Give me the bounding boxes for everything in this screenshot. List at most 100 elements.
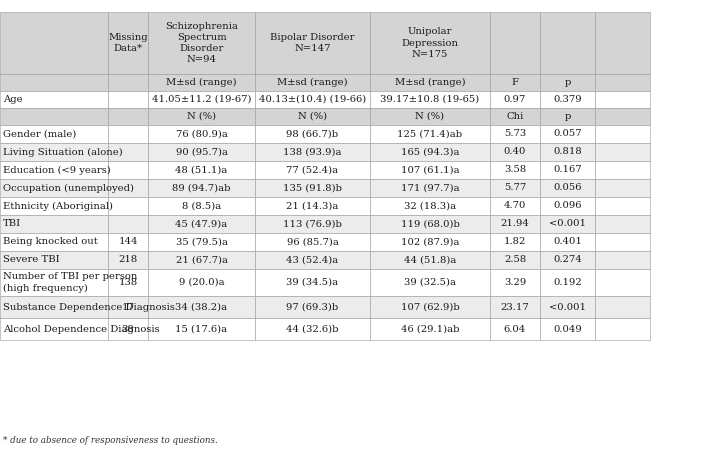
Bar (108, 215, 148, 233)
Bar (108, 143, 148, 161)
Text: 9 (20.0)a: 9 (20.0)a (179, 278, 225, 287)
Bar (0, 269, 108, 296)
Bar (370, 143, 490, 161)
Text: 21 (67.7)a: 21 (67.7)a (175, 255, 227, 265)
Text: F: F (511, 78, 518, 87)
Bar (370, 318, 490, 340)
Text: 17: 17 (122, 303, 134, 312)
Bar (595, 233, 650, 251)
Bar (108, 197, 148, 215)
Bar (148, 91, 255, 108)
Text: Ethnicity (Aboriginal): Ethnicity (Aboriginal) (3, 202, 113, 211)
Bar (490, 251, 540, 269)
Bar (595, 269, 650, 296)
Bar (0, 318, 108, 340)
Text: 0.056: 0.056 (553, 184, 582, 192)
Bar (490, 161, 540, 179)
Text: 76 (80.9)a: 76 (80.9)a (176, 129, 227, 138)
Text: 90 (95.7)a: 90 (95.7)a (175, 148, 227, 156)
Bar (595, 91, 650, 108)
Text: 43 (52.4)a: 43 (52.4)a (287, 255, 339, 265)
Text: 21 (14.3)a: 21 (14.3)a (286, 202, 339, 211)
Text: M±sd (range): M±sd (range) (166, 78, 237, 87)
Text: 0.057: 0.057 (553, 129, 582, 138)
Text: 46 (29.1)ab: 46 (29.1)ab (400, 324, 459, 334)
Text: M±sd (range): M±sd (range) (277, 78, 347, 87)
Bar (595, 215, 650, 233)
Bar (540, 215, 595, 233)
Bar (490, 74, 540, 91)
Bar (148, 197, 255, 215)
Text: 5.73: 5.73 (504, 129, 526, 138)
Bar (0, 296, 108, 318)
Bar (595, 161, 650, 179)
Text: Substance Dependence Diagnosis: Substance Dependence Diagnosis (3, 303, 175, 312)
Text: Education (<9 years): Education (<9 years) (3, 165, 111, 175)
Text: 4.70: 4.70 (504, 202, 526, 211)
Text: 35 (79.5)a: 35 (79.5)a (175, 238, 227, 246)
Text: 38: 38 (122, 324, 134, 334)
Text: Occupation (unemployed): Occupation (unemployed) (3, 183, 134, 192)
Text: N (%): N (%) (187, 112, 216, 121)
Text: 98 (66.7)b: 98 (66.7)b (287, 129, 339, 138)
Text: 45 (47.9)a: 45 (47.9)a (175, 219, 227, 228)
Bar (0, 215, 108, 233)
Bar (255, 269, 370, 296)
Bar (370, 108, 490, 125)
Bar (108, 125, 148, 143)
Bar (540, 74, 595, 91)
Bar (540, 318, 595, 340)
Bar (255, 143, 370, 161)
Bar (255, 296, 370, 318)
Text: 5.77: 5.77 (504, 184, 526, 192)
Bar (540, 296, 595, 318)
Text: 171 (97.7)a: 171 (97.7)a (400, 184, 459, 192)
Text: 89 (94.7)ab: 89 (94.7)ab (172, 184, 231, 192)
Text: 96 (85.7)a: 96 (85.7)a (287, 238, 338, 246)
Text: 23.17: 23.17 (500, 303, 529, 312)
Bar (0, 143, 108, 161)
Bar (490, 269, 540, 296)
Bar (490, 296, 540, 318)
Bar (540, 233, 595, 251)
Bar (148, 269, 255, 296)
Bar (540, 12, 595, 74)
Text: Schizophrenia
Spectrum
Disorder
N=94: Schizophrenia Spectrum Disorder N=94 (165, 22, 238, 64)
Text: TBI: TBI (3, 219, 21, 228)
Bar (255, 179, 370, 197)
Text: 0.40: 0.40 (504, 148, 526, 156)
Bar (255, 125, 370, 143)
Bar (595, 12, 650, 74)
Bar (370, 12, 490, 74)
Text: Alcohol Dependence Diagnosis: Alcohol Dependence Diagnosis (3, 324, 159, 334)
Text: 165 (94.3)a: 165 (94.3)a (400, 148, 459, 156)
Bar (148, 296, 255, 318)
Bar (540, 91, 595, 108)
Bar (255, 233, 370, 251)
Text: Unipolar
Depression
N=175: Unipolar Depression N=175 (402, 27, 458, 58)
Bar (370, 215, 490, 233)
Bar (490, 91, 540, 108)
Text: <0.001: <0.001 (549, 303, 586, 312)
Bar (0, 251, 108, 269)
Bar (148, 74, 255, 91)
Bar (108, 108, 148, 125)
Bar (255, 251, 370, 269)
Text: 77 (52.4)a: 77 (52.4)a (287, 165, 339, 175)
Text: 3.58: 3.58 (504, 165, 526, 175)
Text: 125 (71.4)ab: 125 (71.4)ab (398, 129, 463, 138)
Bar (148, 215, 255, 233)
Bar (148, 251, 255, 269)
Text: 0.379: 0.379 (553, 95, 582, 104)
Text: p: p (564, 78, 571, 87)
Bar (595, 179, 650, 197)
Text: * due to absence of responsiveness to questions.: * due to absence of responsiveness to qu… (3, 436, 218, 445)
Text: 44 (32.6)b: 44 (32.6)b (286, 324, 339, 334)
Text: 135 (91.8)b: 135 (91.8)b (283, 184, 342, 192)
Bar (540, 251, 595, 269)
Text: 0.818: 0.818 (553, 148, 582, 156)
Text: 34 (38.2)a: 34 (38.2)a (175, 303, 227, 312)
Text: 44 (51.8)a: 44 (51.8)a (404, 255, 456, 265)
Text: 21.94: 21.94 (500, 219, 529, 228)
Bar (255, 318, 370, 340)
